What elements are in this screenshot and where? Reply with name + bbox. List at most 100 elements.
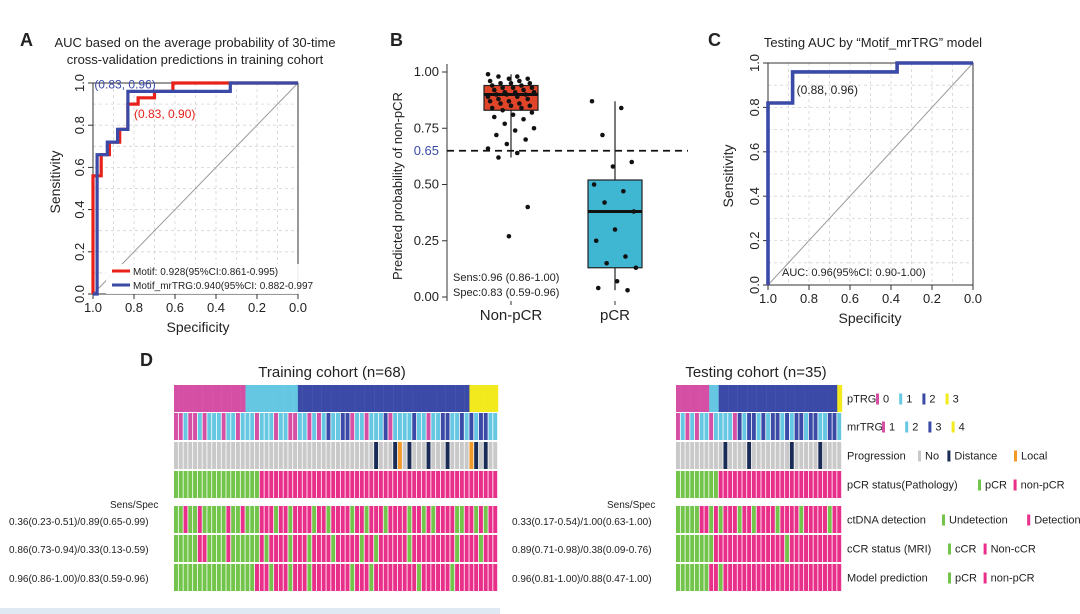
- heatmap-cell: [388, 442, 394, 469]
- heatmap-cell: [297, 442, 303, 469]
- heatmap-cell: [474, 471, 480, 498]
- heatmap-cell: [676, 471, 681, 498]
- panel-d-letter: D: [140, 350, 153, 370]
- heatmap-cell: [193, 564, 199, 591]
- heatmap-cell: [383, 506, 389, 533]
- heatmap-cell: [412, 564, 418, 591]
- heatmap-cell: [245, 385, 251, 412]
- heatmap-cell: [723, 385, 729, 412]
- heatmap-cell: [732, 506, 738, 533]
- data-point: [491, 87, 497, 93]
- heatmap-cell: [412, 471, 418, 498]
- heatmap-cell: [785, 385, 791, 412]
- heatmap-cell: [756, 535, 762, 562]
- heatmap-cell: [340, 442, 346, 469]
- legend-item-label: 4: [959, 422, 965, 434]
- heatmap-cell: [474, 442, 480, 469]
- heatmap-cell: [259, 564, 265, 591]
- heatmap-cell: [469, 506, 475, 533]
- heatmap-cell: [302, 535, 308, 562]
- heatmap-cell: [364, 442, 370, 469]
- heatmap-cell: [312, 471, 318, 498]
- heatmap-cell: [464, 506, 470, 533]
- heatmap-cell: [474, 385, 480, 412]
- heatmap-cell: [756, 564, 762, 591]
- heatmap-cell: [359, 442, 365, 469]
- heatmap-cell: [676, 442, 681, 469]
- heatmap-cell: [459, 471, 465, 498]
- heatmap-cell: [207, 535, 213, 562]
- heatmap-cell: [699, 385, 705, 412]
- data-point: [496, 74, 501, 79]
- heatmap-cell: [297, 535, 303, 562]
- x-tick-label: 0.2: [923, 291, 941, 306]
- heatmap-cell: [412, 442, 418, 469]
- legend-item-label: 1: [906, 394, 912, 406]
- legend-item-label: non-pCR: [1021, 480, 1065, 492]
- heatmap-cell: [737, 564, 743, 591]
- diagonal-reference-line: [767, 62, 974, 286]
- heatmap-cell: [751, 385, 757, 412]
- heatmap-cell: [455, 471, 461, 498]
- heatmap-cell: [178, 442, 184, 469]
- heatmap-cell: [316, 385, 322, 412]
- x-tick-label: 0.8: [125, 300, 143, 315]
- heatmap-cell: [823, 385, 828, 412]
- heatmap-cell: [250, 471, 256, 498]
- heatmap-cell: [369, 442, 375, 469]
- heatmap-cell: [331, 413, 337, 440]
- heatmap-cell: [364, 506, 370, 533]
- heatmap-cell: [207, 506, 213, 533]
- heatmap-cell: [445, 564, 451, 591]
- heatmap-cell: [436, 506, 442, 533]
- training-sens-spec-header: Sens/Spec: [110, 500, 158, 511]
- legend-swatch: [922, 393, 926, 405]
- heatmap-cell: [402, 564, 408, 591]
- heatmap-cell: [202, 535, 208, 562]
- heatmap-cell: [676, 535, 681, 562]
- heatmap-cell: [837, 385, 843, 412]
- data-point: [589, 98, 595, 104]
- panel-c-ylabel: Sensitivity: [720, 144, 736, 207]
- panel-b: B 0.00 0.25 0.50 0.75 1.00 Non-pCR pCR 0.65 Pre…: [390, 30, 688, 324]
- data-point: [489, 105, 495, 111]
- heatmap-cell: [464, 471, 470, 498]
- heatmap-cell: [269, 506, 275, 533]
- heatmap-cell: [412, 506, 418, 533]
- heatmap-cell: [216, 385, 222, 412]
- panel-c-auc-text: AUC: 0.96(95%CI: 0.90-1.00): [782, 267, 926, 279]
- heatmap-cell: [756, 471, 762, 498]
- heatmap-cell: [804, 413, 809, 440]
- data-point: [512, 89, 518, 95]
- panel-a-title-2: cross-validation predictions in training…: [67, 52, 324, 67]
- heatmap-cell: [178, 564, 184, 591]
- heatmap-cell: [336, 564, 341, 591]
- heatmap-cell: [813, 535, 819, 562]
- heatmap-cell: [231, 413, 237, 440]
- heatmap-cell: [483, 442, 489, 469]
- heatmap-cell: [278, 564, 284, 591]
- heatmap-cell: [235, 413, 241, 440]
- heatmap-cell: [226, 506, 232, 533]
- heatmap-cell: [183, 471, 189, 498]
- heatmap-cell: [445, 535, 451, 562]
- data-point: [506, 233, 512, 239]
- heatmap-cell: [676, 506, 681, 533]
- heatmap-cell: [388, 413, 394, 440]
- heatmap-cell: [221, 471, 227, 498]
- heatmap-cell: [359, 385, 365, 412]
- heatmap-cell: [699, 442, 705, 469]
- heatmap-cell: [293, 385, 299, 412]
- data-point: [489, 83, 495, 88]
- heatmap-cell: [245, 413, 251, 440]
- heatmap-cell: [388, 506, 394, 533]
- heatmap-cell: [685, 506, 691, 533]
- legend-item-label: Undetection: [949, 515, 1008, 527]
- heatmap-cell: [775, 471, 781, 498]
- x-tick-label: 1.0: [759, 291, 777, 306]
- heatmap-cell: [259, 535, 265, 562]
- heatmap-cell: [474, 413, 480, 440]
- heatmap-cell: [775, 564, 781, 591]
- heatmap-cell: [269, 535, 275, 562]
- heatmap-cell: [293, 413, 299, 440]
